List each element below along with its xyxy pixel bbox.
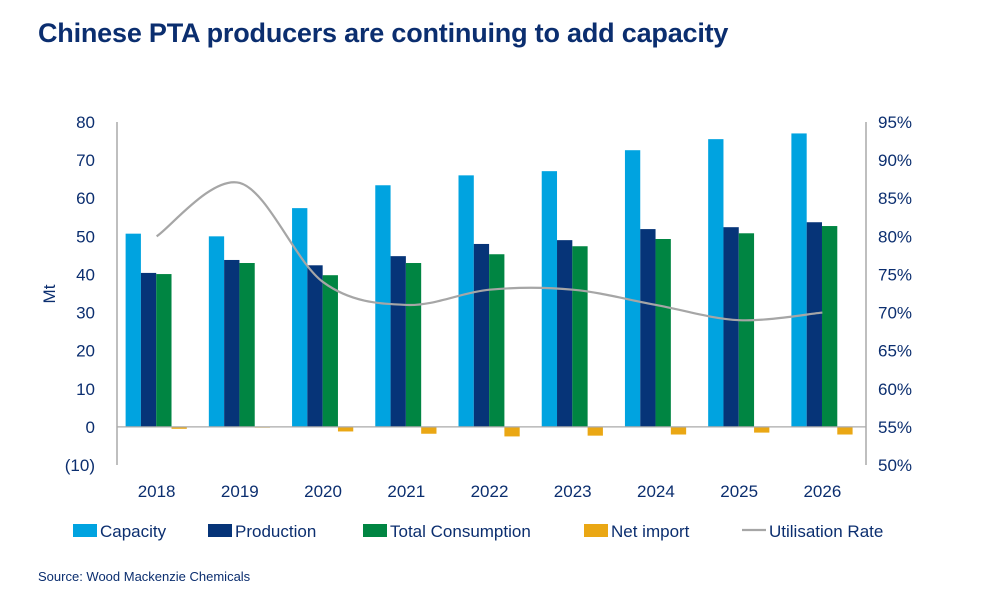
y-tick-label: 10 [76, 380, 95, 399]
bar-net-import [504, 426, 520, 437]
bar-total-consumption [322, 275, 338, 427]
bar-capacity [292, 208, 308, 427]
x-tick-label: 2024 [637, 482, 675, 501]
y-axis-label: Mt [40, 284, 59, 303]
y2-tick-label: 80% [878, 227, 912, 246]
y-tick-label: 20 [76, 342, 95, 361]
bar-net-import [754, 426, 770, 433]
bar-production [473, 243, 490, 427]
y-tick-label: 80 [76, 113, 95, 132]
bar-total-consumption [655, 239, 671, 427]
x-tick-label: 2026 [803, 482, 841, 501]
y2-tick-label: 65% [878, 342, 912, 361]
bar-total-consumption [572, 246, 588, 427]
y2-tick-label: 75% [878, 265, 912, 284]
bar-capacity [541, 171, 558, 427]
bar-production [390, 256, 406, 427]
legend-swatch-production [208, 524, 232, 537]
bar-production [557, 240, 573, 427]
legend-swatch-capacity [73, 524, 97, 537]
x-tick-label: 2020 [304, 482, 342, 501]
legend-swatch-net-import [584, 524, 608, 537]
bar-capacity [125, 233, 141, 427]
legend-swatch-total-consumption [363, 524, 387, 537]
bar-capacity [791, 133, 807, 427]
y-tick-label: 0 [86, 418, 95, 437]
y-tick-label: 40 [76, 265, 95, 284]
bar-total-consumption [405, 263, 422, 427]
bar-total-consumption [821, 226, 838, 427]
y2-tick-label: 60% [878, 380, 912, 399]
bar-production [307, 265, 323, 427]
bar-total-consumption [489, 254, 505, 427]
line-utilisation-rate [155, 181, 823, 322]
y2-tick-label: 90% [878, 151, 912, 170]
chart-title: Chinese PTA producers are continuing to … [38, 18, 729, 48]
y-tick-label: 60 [76, 189, 95, 208]
y-tick-label: 30 [76, 304, 95, 323]
bar-net-import [421, 426, 437, 434]
legend-label-production: Production [235, 522, 316, 541]
bar-production [224, 259, 240, 427]
x-tick-label: 2025 [720, 482, 758, 501]
x-tick-label: 2018 [138, 482, 176, 501]
bar-production [640, 229, 656, 427]
y-tick-label: 50 [76, 227, 95, 246]
y-tick-label: (10) [65, 456, 95, 475]
legend-label-utilisation-rate: Utilisation Rate [769, 522, 883, 541]
y2-tick-label: 95% [878, 113, 912, 132]
bar-production [723, 227, 739, 427]
y2-tick-label: 85% [878, 189, 912, 208]
bar-capacity [208, 236, 225, 427]
source-note: Source: Wood Mackenzie Chemicals [38, 569, 251, 584]
bar-net-import [670, 426, 687, 435]
bar-capacity [375, 185, 391, 427]
bar-net-import [837, 426, 853, 435]
x-tick-label: 2022 [471, 482, 509, 501]
bar-capacity [458, 175, 474, 427]
bar-net-import [337, 426, 354, 432]
bar-net-import [171, 426, 187, 429]
bar-production [806, 222, 822, 427]
bar-capacity [624, 150, 641, 427]
x-tick-label: 2019 [221, 482, 259, 501]
x-tick-label: 2021 [387, 482, 425, 501]
bar-total-consumption [738, 233, 755, 427]
bar-net-import [587, 426, 603, 436]
bar-capacity [708, 139, 724, 427]
legend-label-capacity: Capacity [100, 522, 167, 541]
legend-label-total-consumption: Total Consumption [390, 522, 531, 541]
bar-total-consumption [156, 274, 172, 427]
legend-label-net-import: Net import [611, 522, 690, 541]
y2-tick-label: 50% [878, 456, 912, 475]
x-tick-label: 2023 [554, 482, 592, 501]
y2-tick-label: 55% [878, 418, 912, 437]
bar-production [140, 272, 157, 427]
bar-total-consumption [239, 263, 255, 427]
y-tick-label: 70 [76, 151, 95, 170]
y2-tick-label: 70% [878, 304, 912, 323]
